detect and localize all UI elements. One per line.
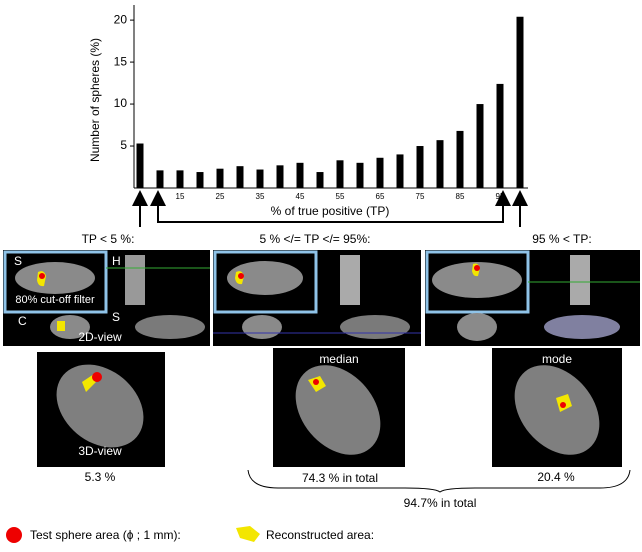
x-tick-label: 25 [216,192,225,201]
x-tick-label: 65 [376,192,385,201]
bar [156,170,164,188]
y-tick-label: 10 [114,96,128,110]
view-caption: 3D-view [78,444,122,458]
panel-2d [425,250,640,346]
legend-swatch [6,527,22,543]
brace [247,469,631,493]
x-tick-label: 15 [176,192,185,201]
x-tick-label: 55 [336,192,345,201]
bar [136,143,144,188]
x-tick-label: 35 [256,192,265,201]
view-caption: 2D-view [78,330,122,344]
bar [356,162,364,188]
x-tick-label: 45 [296,192,305,201]
bar [416,146,424,188]
bar [276,165,284,188]
panel-caption: mode [542,352,572,366]
bar [176,170,184,188]
panel-3d: median [273,348,405,467]
bar [256,169,264,188]
panel-2d [213,250,421,346]
view-label: S [14,254,22,268]
y-tick-label: 15 [114,54,128,68]
legend-label: Test sphere area (ϕ ; 1 mm): [30,528,181,542]
x-tick-label: 75 [416,192,425,201]
panel-3d: 3D-view [37,352,165,467]
group-result: 5.3 % [85,470,116,484]
bar [476,104,484,188]
y-tick-label: 5 [120,138,127,152]
bar [216,168,224,188]
bar [336,160,344,188]
view-label: C [18,314,27,328]
bar [316,172,324,188]
legend-label: Reconstructed area: [266,528,374,542]
bar [376,157,384,188]
bar [296,162,304,188]
panel-2d: S H C S 80% cut-off filter 2D-view [3,250,210,346]
filter-label: 80% cut-off filter [15,294,95,306]
group-label: 5 % </= TP </= 95%: [260,232,371,246]
group-label: 95 % < TP: [532,232,591,246]
combined-total: 94.7% in total [404,496,477,510]
panel-3d: mode [492,348,622,467]
bar [396,154,404,188]
y-tick-label: 20 [114,12,128,26]
bar [236,166,244,188]
bar [196,172,204,188]
bar [456,130,464,188]
group-result: 20.4 % [537,470,575,484]
x-axis-label: % of true positive (TP) [271,204,390,218]
group-result: 74.3 % in total [302,471,378,485]
view-label: H [112,254,121,268]
bar [516,16,524,189]
bar [436,140,444,188]
group-label: TP < 5 %: [82,232,135,246]
legend-swatch [236,526,260,542]
y-axis-label: Number of spheres (%) [88,38,102,162]
panel-caption: median [319,352,358,366]
view-label: S [112,310,120,324]
bar [496,83,504,188]
x-tick-label: 85 [456,192,465,201]
